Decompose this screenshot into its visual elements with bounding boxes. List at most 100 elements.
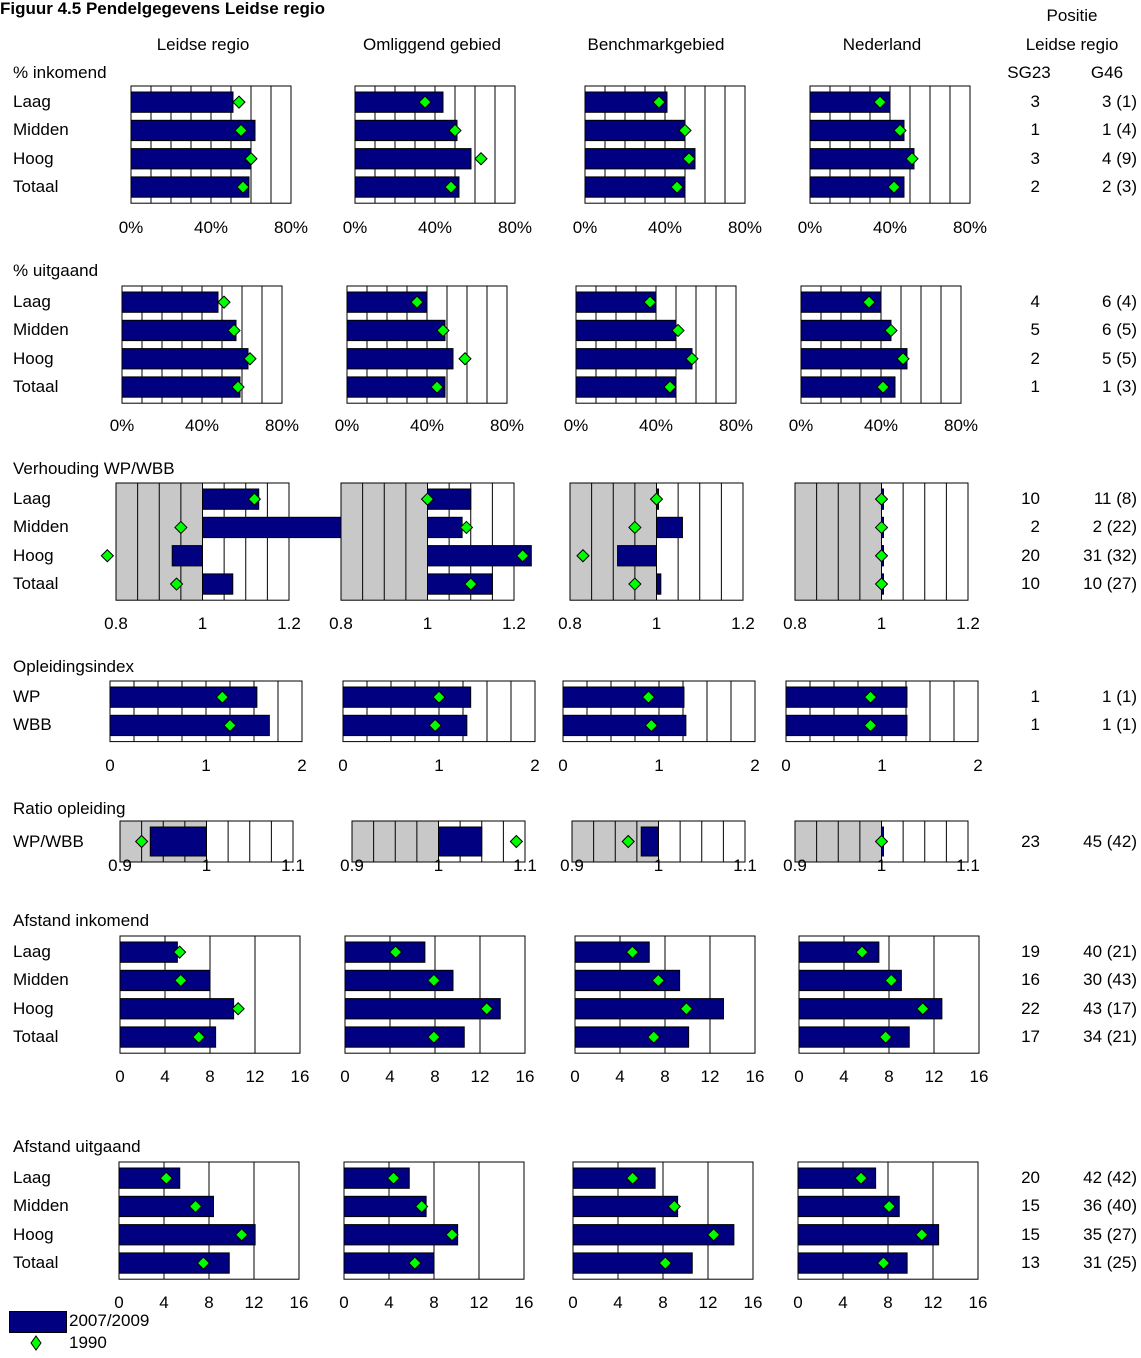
marker-1990: [474, 152, 488, 166]
tick-label: 1: [877, 756, 887, 775]
bar-2007-2009: [149, 826, 207, 857]
marker-1990: [667, 1199, 681, 1214]
legend-label-2007-2009: 2007/2009: [69, 1311, 150, 1330]
marker-1990: [480, 1002, 494, 1016]
tick-label: 0.9: [783, 856, 807, 875]
legend-swatch-2007-2009: [9, 1311, 67, 1333]
panel-title: % uitgaand: [13, 261, 99, 280]
tick-label: 0%: [118, 218, 144, 237]
marker-1990: [685, 352, 699, 366]
marker-1990: [678, 123, 692, 138]
marker-1990: [408, 1256, 422, 1270]
marker-1990: [232, 95, 246, 109]
marker-1990: [854, 1171, 868, 1185]
tick-label: 0: [339, 1293, 349, 1312]
marker-1990: [444, 180, 458, 194]
tick-label: 80%: [718, 416, 754, 435]
category-label: Laag: [13, 92, 51, 112]
category-label: Midden: [13, 120, 69, 140]
column-header-omliggend-gebied: Omliggend gebied: [363, 35, 501, 54]
tick-label: 0: [558, 756, 568, 775]
marker-1990: [159, 1171, 173, 1185]
legend-label-1990: 1990: [69, 1333, 107, 1352]
tick-label: 40%: [409, 416, 445, 435]
bar-2007-2009: [797, 1224, 940, 1246]
bar-2007-2009: [562, 686, 685, 708]
tick-label: 16: [968, 1293, 988, 1312]
category-label: Midden: [13, 1196, 69, 1216]
tick-label: 0: [338, 756, 348, 775]
tick-label: 0: [793, 1293, 803, 1312]
bar-2007-2009: [346, 348, 454, 370]
category-label: Hoog: [13, 1224, 54, 1244]
column-header-benchmarkgebied: Benchmarkgebied: [587, 35, 725, 54]
rank-sg23: 4: [1030, 292, 1040, 312]
tick-label: 1: [876, 614, 887, 633]
category-label: Midden: [13, 970, 69, 990]
tick-label: 1: [201, 756, 211, 775]
tick-label: 4: [615, 1067, 625, 1086]
tick-label: 0: [115, 1067, 125, 1086]
tick-label: 12: [470, 1067, 490, 1086]
marker-1990: [414, 1199, 429, 1214]
tick-label: 2: [973, 756, 983, 775]
tick-label: 0.8: [783, 614, 807, 633]
bar-2007-2009: [562, 714, 687, 737]
marker-1990: [217, 295, 231, 309]
panel-title: % inkomend: [13, 63, 107, 82]
category-label: Midden: [13, 517, 69, 537]
tick-label: 80%: [497, 218, 533, 237]
bar-2007-2009: [354, 91, 444, 113]
marker-1990: [905, 152, 919, 166]
marker-1990: [887, 180, 901, 194]
plot-frame: [794, 482, 969, 601]
plot-frame: [785, 680, 979, 743]
rank-sg23: 1: [1030, 120, 1040, 140]
bar-2007-2009: [344, 998, 501, 1020]
tick-label: 40%: [872, 218, 908, 237]
tick-label: 40%: [647, 218, 683, 237]
category-label: WP: [13, 687, 41, 707]
bar-2007-2009: [785, 686, 908, 708]
column-header-leidse-regio: Leidse regio: [156, 35, 250, 54]
bar-2007-2009: [118, 1167, 181, 1189]
marker-1990: [420, 492, 435, 506]
rank-sg23: 5: [1030, 320, 1040, 340]
tick-label: 80%: [264, 416, 300, 435]
marker-1990: [658, 1256, 672, 1270]
plot-frame: [584, 85, 746, 204]
figure-title: Figuur 4.5 Pendelgegevens Leidse regio: [0, 0, 325, 18]
marker-1990: [915, 1228, 929, 1242]
tick-label: 4: [838, 1293, 848, 1312]
marker-1990: [876, 380, 890, 394]
tick-label: 0%: [572, 218, 598, 237]
bar-2007-2009: [130, 119, 256, 142]
marker-1990: [448, 123, 462, 138]
position-header-line2: Leidse regio: [1025, 35, 1119, 54]
marker-1990: [174, 973, 188, 988]
marker-1990: [855, 945, 869, 959]
bar-2007-2009: [343, 1195, 427, 1218]
category-label: Hoog: [13, 998, 54, 1018]
tick-label: 0: [794, 1067, 804, 1086]
panel-title: Afstand inkomend: [13, 911, 150, 930]
category-label: Totaal: [13, 574, 59, 594]
marker-1990: [436, 323, 450, 338]
bar-2007-2009: [798, 1026, 910, 1048]
bar-2007-2009: [798, 998, 943, 1020]
bar-2007-2009: [797, 1252, 908, 1274]
bar-2007-2009: [427, 573, 493, 595]
marker-1990: [244, 152, 258, 166]
category-label: WBB: [13, 715, 52, 735]
bar-2007-2009: [797, 1167, 877, 1189]
plot-frame: [572, 1161, 754, 1280]
category-label: Totaal: [13, 177, 59, 197]
tick-label: 0%: [334, 416, 360, 435]
bar-2007-2009: [798, 941, 880, 963]
tick-label: 1: [651, 614, 662, 633]
plot-frame: [119, 820, 294, 863]
bar-2007-2009: [343, 1224, 459, 1246]
bar-2007-2009: [800, 291, 882, 313]
bar-2007-2009: [438, 826, 483, 857]
rank-g46: 42 (42): [1083, 1168, 1137, 1188]
